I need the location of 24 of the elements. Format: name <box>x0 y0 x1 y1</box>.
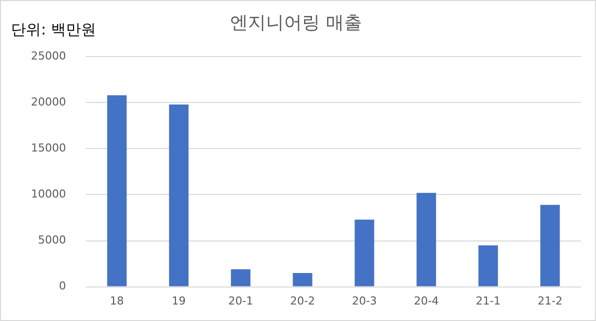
bar <box>354 220 374 286</box>
x-tick-label: 21-1 <box>476 294 501 308</box>
y-tick-label: 20000 <box>30 96 66 108</box>
y-tick-label: 15000 <box>30 142 66 155</box>
bar <box>107 95 127 286</box>
y-tick-label: 0 <box>58 280 66 293</box>
x-tick-label: 20-4 <box>414 294 439 308</box>
x-tick-label: 18 <box>110 294 124 308</box>
x-tick-label: 20-3 <box>352 294 377 308</box>
text: 단위: 백만원 <box>11 20 96 38</box>
bar <box>169 104 189 286</box>
bar <box>292 272 312 286</box>
bar <box>540 204 560 286</box>
bar <box>478 245 498 286</box>
x-tick-label: 20-2 <box>290 294 316 308</box>
x-tick-label: 20-1 <box>228 294 254 308</box>
y-tick-label: 25000 <box>30 49 66 62</box>
bar <box>230 269 250 286</box>
y-tick-label: 10000 <box>30 188 66 201</box>
bar <box>416 192 436 286</box>
x-tick-label: 21-2 <box>538 294 563 308</box>
chart-title: 엔지니어링 매출 <box>230 12 362 34</box>
x-tick-label: 19 <box>172 294 186 308</box>
y-tick-label: 5000 <box>38 234 66 247</box>
